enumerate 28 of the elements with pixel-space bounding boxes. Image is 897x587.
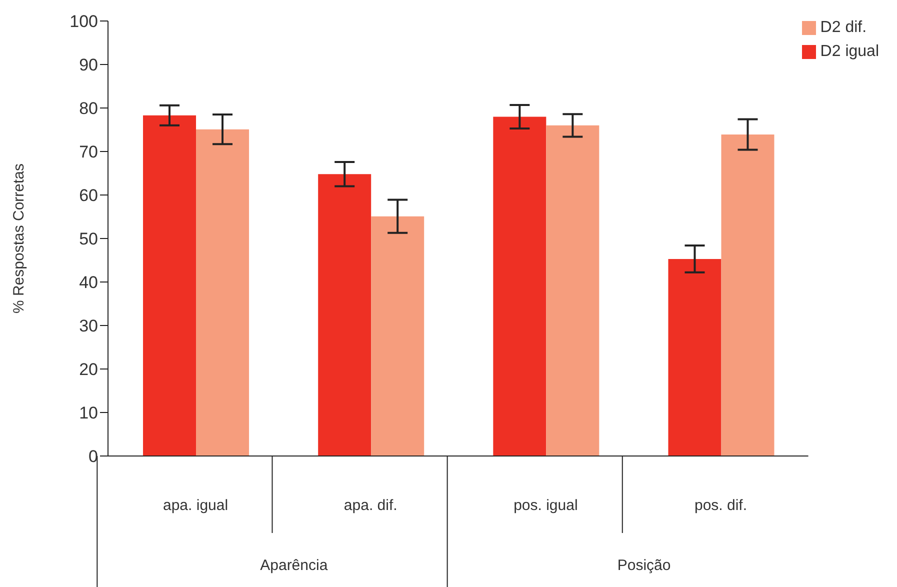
y-tick-label: 70 — [79, 142, 98, 162]
y-tick-label: 30 — [79, 316, 98, 336]
bar — [318, 174, 372, 456]
bar — [546, 125, 600, 456]
y-tick-label: 90 — [79, 56, 98, 75]
bar — [668, 258, 722, 456]
x-tick-label: apa. igual — [163, 497, 228, 514]
bar — [143, 115, 196, 456]
y-axis-title: % Respostas Corretas — [10, 163, 28, 314]
bar — [371, 216, 424, 456]
y-tick-label: 100 — [70, 12, 98, 32]
y-tick-label: 20 — [79, 360, 98, 380]
text: Posição — [617, 557, 671, 574]
y-tick-label: 50 — [79, 230, 98, 249]
text: Aparência — [260, 557, 328, 574]
y-tick-label: 40 — [79, 273, 98, 292]
bar — [493, 116, 546, 456]
y-tick-label: 0 — [88, 447, 98, 466]
y-tick-label: 80 — [79, 99, 98, 118]
bar — [721, 134, 774, 456]
legend-label: D2 igual — [820, 43, 879, 60]
bar — [196, 129, 250, 456]
y-tick-label: 60 — [79, 186, 98, 206]
x-tick-label: pos. igual — [514, 497, 578, 514]
x-tick-label: apa. dif. — [344, 497, 398, 514]
legend-label: D2 dif. — [820, 19, 867, 36]
x-tick-label: pos. dif. — [694, 497, 748, 514]
y-tick-label: 10 — [79, 404, 98, 423]
